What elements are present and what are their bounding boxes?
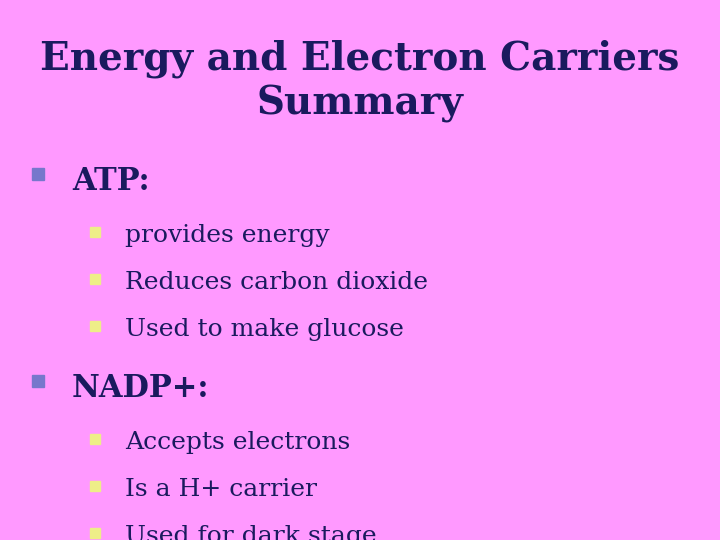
Text: Accepts electrons: Accepts electrons — [125, 431, 350, 454]
Text: Used for dark stage: Used for dark stage — [125, 525, 377, 540]
Text: NADP+:: NADP+: — [72, 373, 210, 404]
Text: provides energy: provides energy — [125, 224, 330, 247]
Text: ATP:: ATP: — [72, 166, 150, 197]
Text: Used to make glucose: Used to make glucose — [125, 318, 404, 341]
Text: Reduces carbon dioxide: Reduces carbon dioxide — [125, 271, 428, 294]
Text: Energy and Electron Carriers
Summary: Energy and Electron Carriers Summary — [40, 40, 680, 123]
Text: Is a H+ carrier: Is a H+ carrier — [125, 478, 317, 501]
